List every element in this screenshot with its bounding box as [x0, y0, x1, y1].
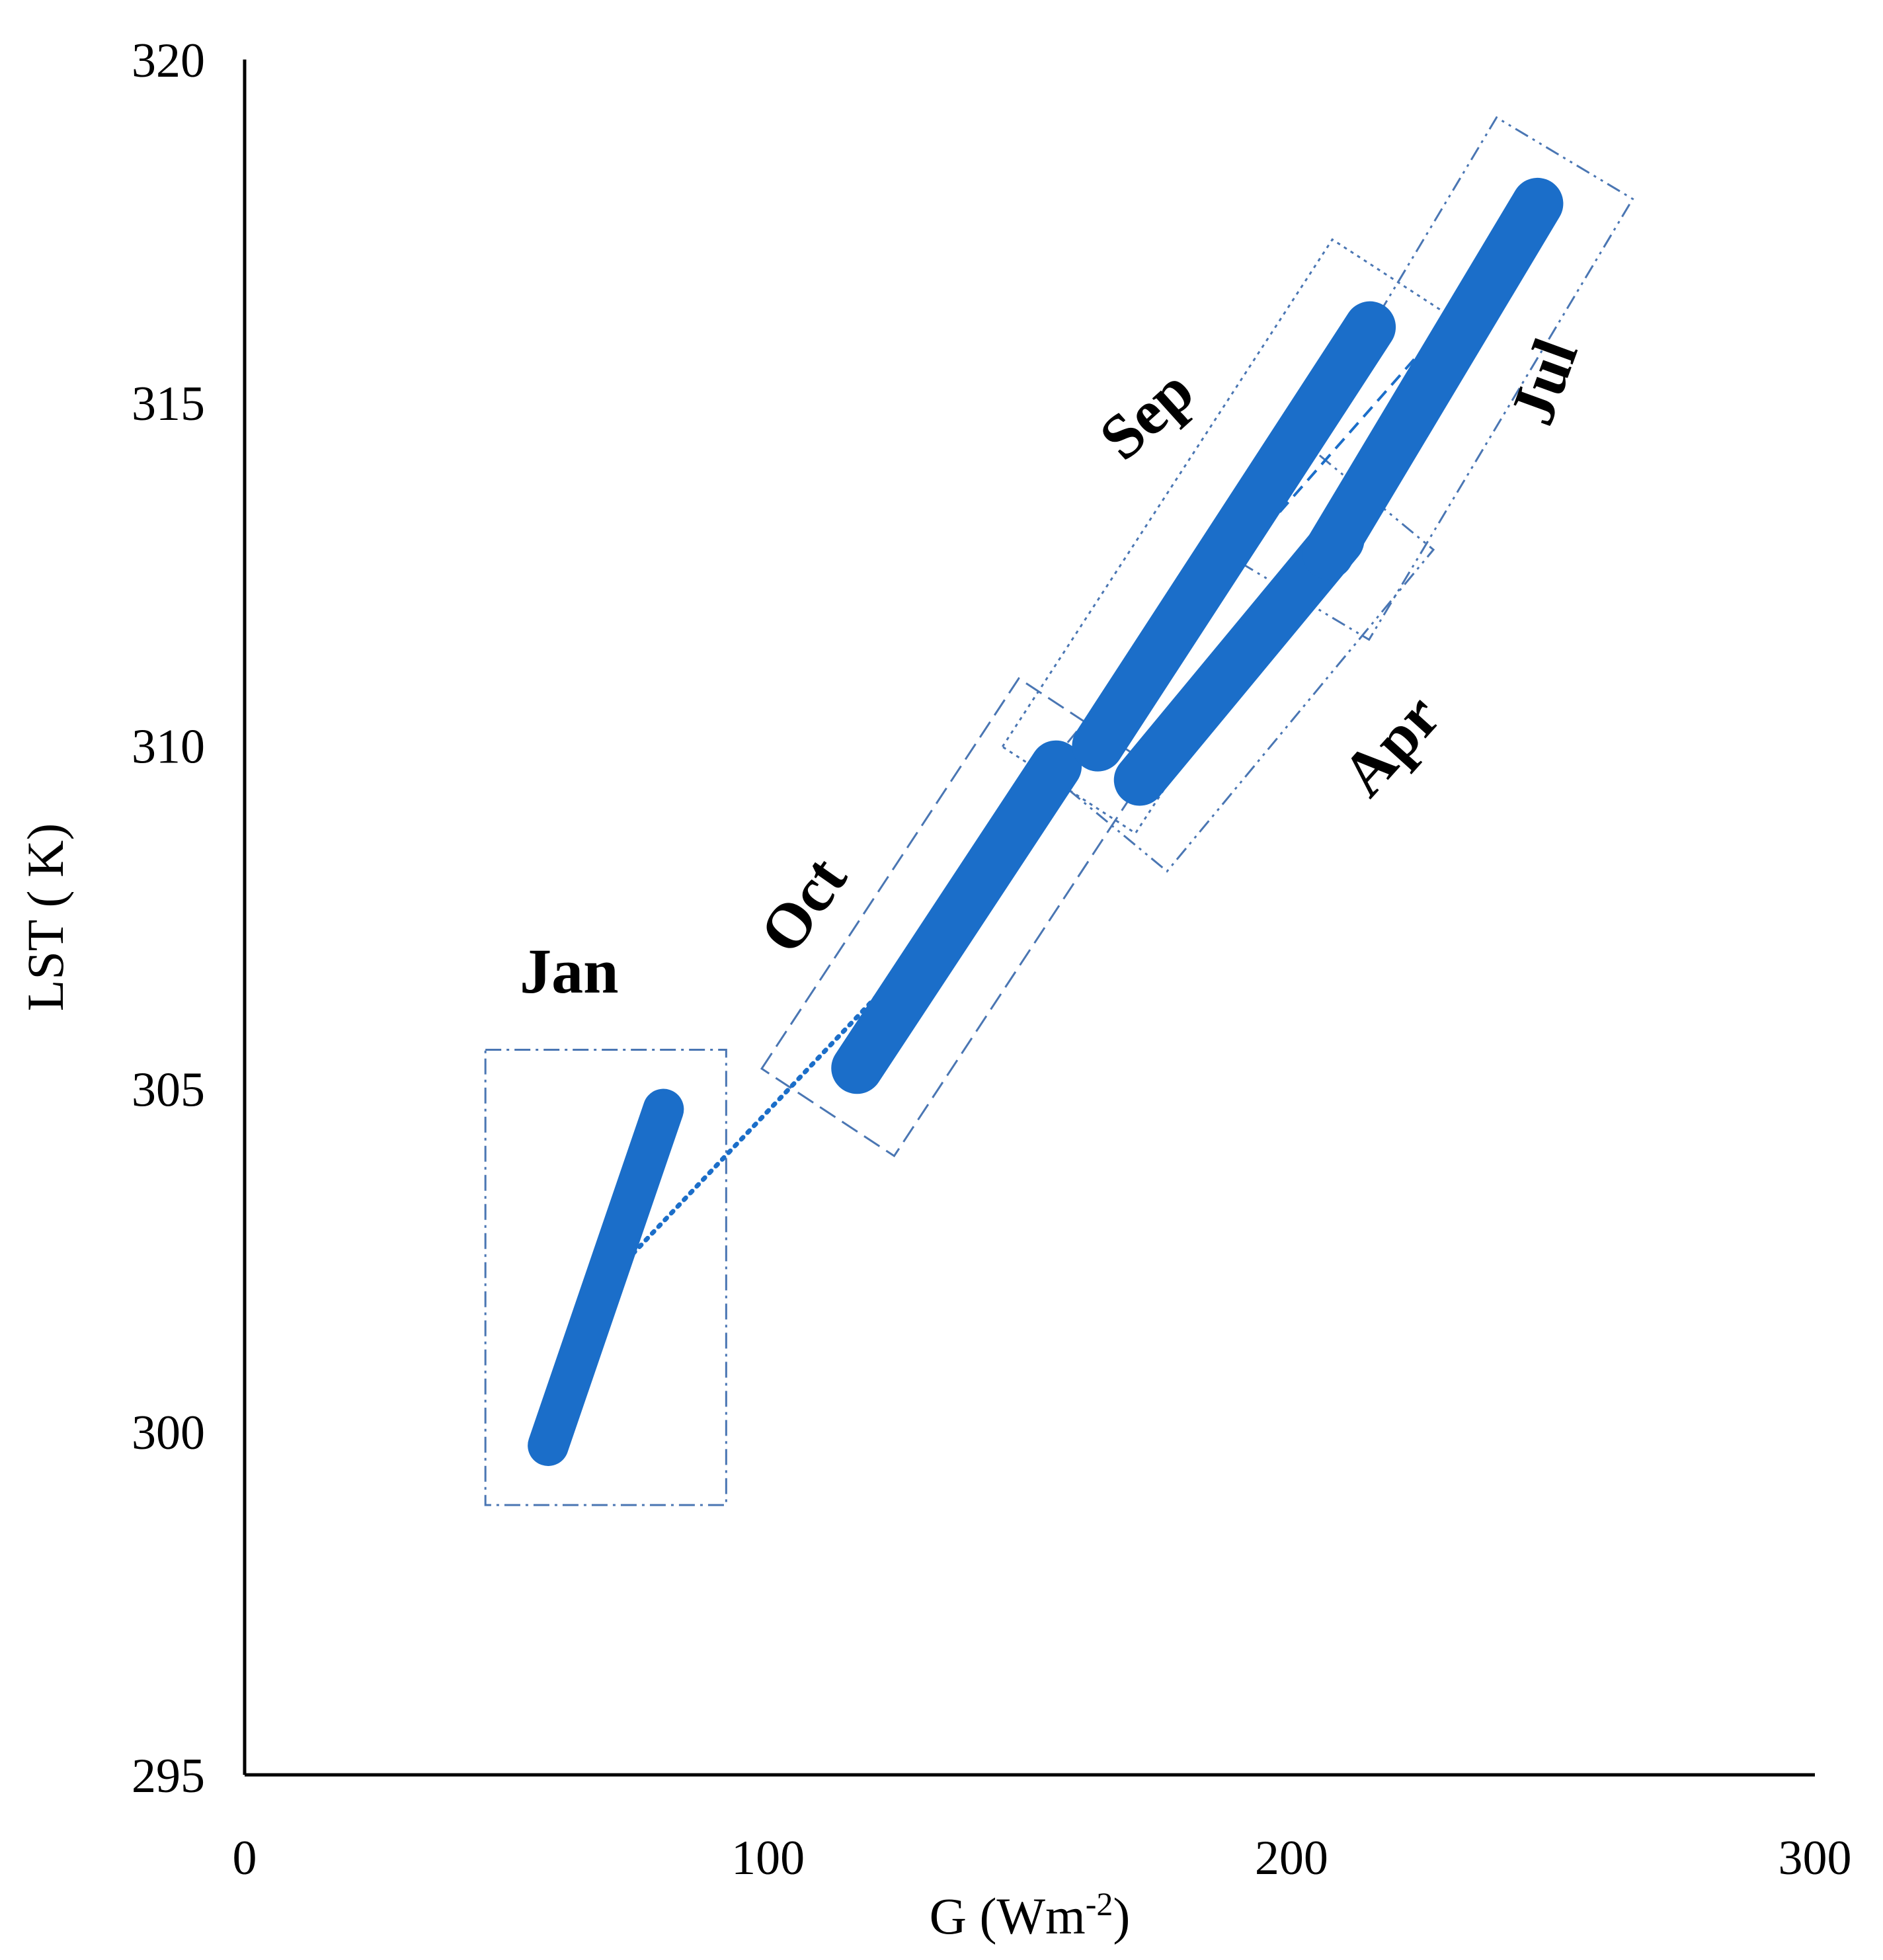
- month-box: [484, 1049, 727, 1506]
- y-tick-label: 300: [132, 1406, 205, 1460]
- y-tick-label: 320: [132, 34, 205, 88]
- month-label: Jul: [1496, 329, 1591, 433]
- series-oct: [831, 740, 1082, 1094]
- y-tick-label: 315: [132, 377, 205, 431]
- series-sep: [1072, 301, 1396, 772]
- month-label: Sep: [1086, 354, 1207, 473]
- series-apr: [1113, 514, 1365, 806]
- y-axis-title: LST ( K): [17, 823, 74, 1012]
- x-tick-label: 200: [1255, 1831, 1328, 1885]
- x-axis-title: G (Wm-2): [930, 1885, 1131, 1945]
- x-tick-label: 300: [1779, 1831, 1852, 1885]
- y-tick-label: 295: [132, 1749, 205, 1803]
- series-jul: [1302, 177, 1564, 580]
- month-label: Oct: [746, 844, 860, 966]
- x-tick-label: 100: [731, 1831, 805, 1885]
- y-tick-label: 305: [132, 1063, 205, 1117]
- y-tick-label: 310: [132, 720, 205, 774]
- x-tick-labels: 0 100 200 300: [233, 1831, 1852, 1885]
- x-tick-label: 0: [233, 1831, 257, 1885]
- series-jan: [528, 1088, 684, 1466]
- month-label: Apr: [1328, 680, 1453, 809]
- axes: [243, 60, 1815, 1777]
- y-tick-labels: 295 300 305 310 315 320: [132, 34, 205, 1803]
- month-label: Jan: [520, 936, 618, 1006]
- data-series: [528, 177, 1564, 1466]
